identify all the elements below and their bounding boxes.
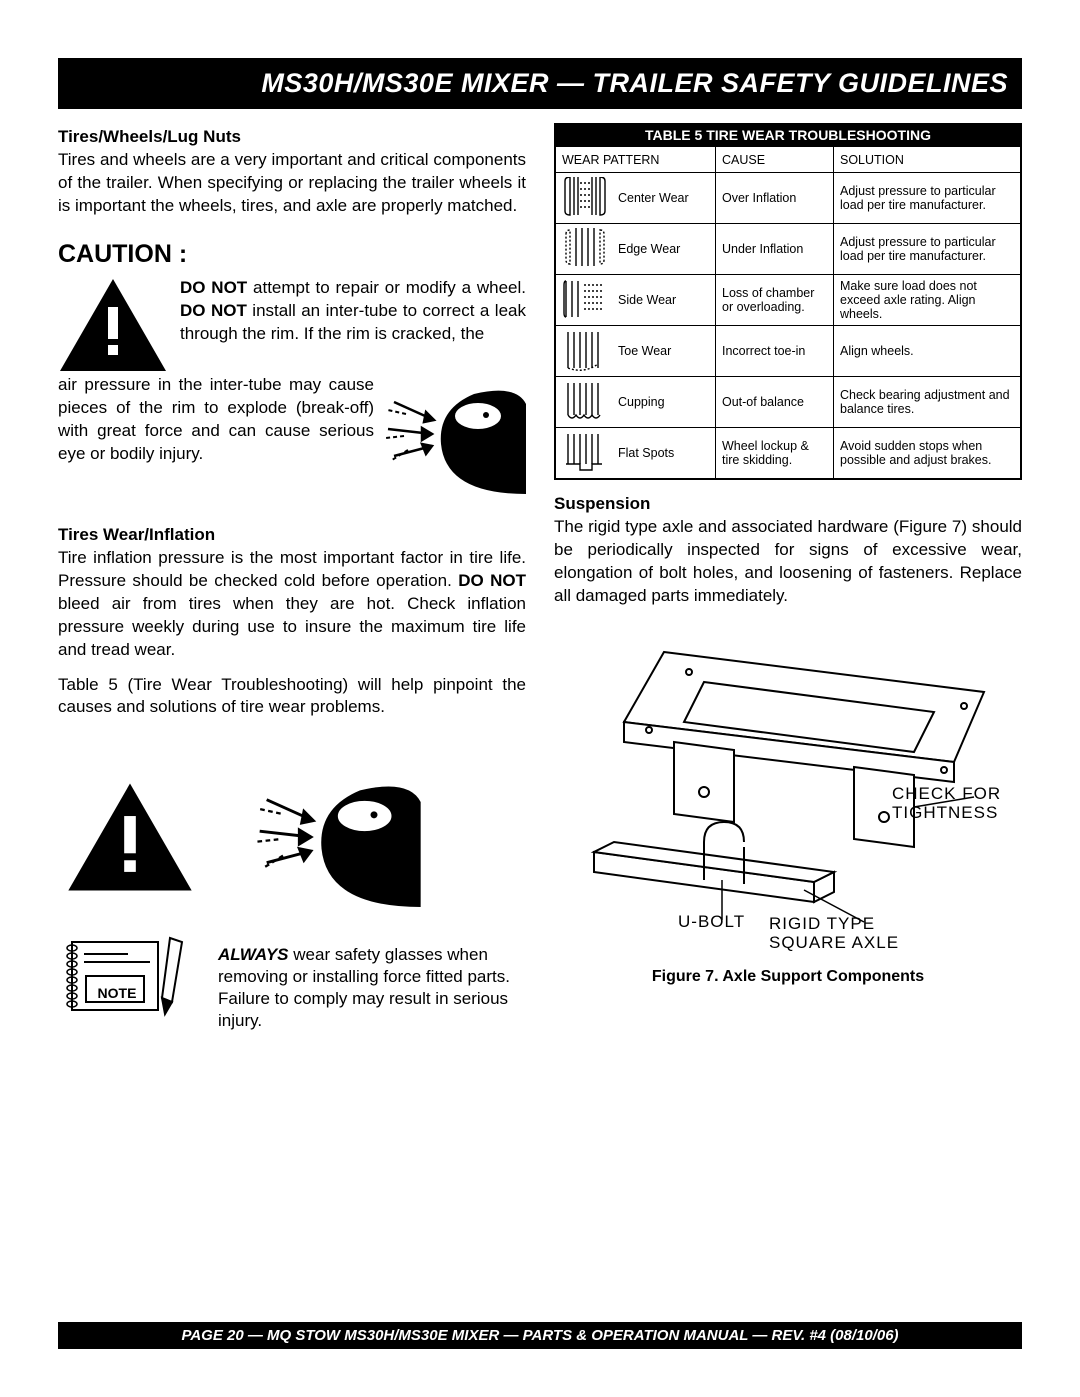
pattern-label: Side Wear [618,293,676,307]
safety-goggles-icon [386,374,526,499]
do-not-1: DO NOT [180,278,247,297]
label-check1: CHECK FOR [892,784,1001,803]
table-title: TABLE 5 TIRE WEAR TROUBLESHOOTING [555,124,1021,146]
caution-heading: CAUTION : [58,240,526,269]
tire-wear-icon [562,330,608,372]
warning-triangle-icon [58,277,168,378]
left-column: Tires/Wheels/Lug Nuts Tires and wheels a… [58,123,526,1043]
cause-cell: Loss of chamber or overloading. [716,275,834,326]
do-not-3: DO NOT [458,571,526,590]
pattern-label: Center Wear [618,191,689,205]
cause-cell: Incorrect toe-in [716,326,834,377]
tire-wear-icon [562,228,608,270]
table-row: Flat Spots Wheel lockup & tire skidding.… [556,428,1021,479]
caution-text-1b: attempt to repair or modify a wheel. [247,278,526,297]
table-header-row: WEAR PATTERN CAUSE SOLUTION [556,147,1021,173]
label-ubolt: U-BOLT [678,912,745,932]
note-text: ALWAYS wear safety glasses when removing… [218,944,526,1032]
notepad-icon: NOTE [58,932,198,1043]
section-suspension-body: The rigid type axle and associated hardw… [554,516,1022,608]
right-column: TABLE 5 TIRE WEAR TROUBLESHOOTING WEAR P… [554,123,1022,1043]
cause-cell: Under Inflation [716,224,834,275]
label-rigid-axle: RIGID TYPE SQUARE AXLE [769,914,899,953]
section-wear-head: Tires Wear/Inflation [58,525,526,545]
footer-bar: PAGE 20 — MQ STOW MS30H/MS30E MIXER — PA… [58,1322,1022,1349]
wear-p1a: Tire inflation pressure is the most impo… [58,548,526,590]
solution-cell: Align wheels. [834,326,1021,377]
label-rigid1: RIGID TYPE [769,914,875,933]
tire-wear-icon [562,381,608,423]
table-header: CAUSE [716,147,834,173]
tire-wear-icon [562,432,608,474]
table-header: SOLUTION [834,147,1021,173]
note-block: NOTE ALWAYS wear safety glasses when rem… [58,932,526,1043]
caution-text-1: DO NOT attempt to repair or modify a whe… [180,277,526,346]
section-tires-head: Tires/Wheels/Lug Nuts [58,127,526,147]
tire-wear-table: TABLE 5 TIRE WEAR TROUBLESHOOTING WEAR P… [554,123,1022,480]
title-bar: MS30H/MS30E MIXER — TRAILER SAFETY GUIDE… [58,58,1022,109]
cause-cell: Out-of balance [716,377,834,428]
section-suspension-head: Suspension [554,494,1022,514]
safety-goggles-icon [254,767,424,912]
caution-block: DO NOT attempt to repair or modify a whe… [58,277,526,499]
note-label: NOTE [92,985,142,1001]
axle-figure: CHECK FOR TIGHTNESS U-BOLT RIGID TYPE SQ… [554,632,1022,962]
solution-cell: Adjust pressure to particular load per t… [834,173,1021,224]
section-wear-p2: Table 5 (Tire Wear Troubleshooting) will… [58,674,526,720]
icon-row [66,767,526,912]
table-row: Cupping Out-of balance Check bearing adj… [556,377,1021,428]
table-header: WEAR PATTERN [556,147,716,173]
label-check-tightness: CHECK FOR TIGHTNESS [892,784,1001,823]
page-columns: Tires/Wheels/Lug Nuts Tires and wheels a… [58,123,1022,1043]
solution-cell: Make sure load does not exceed axle rati… [834,275,1021,326]
figure-caption: Figure 7. Axle Support Components [554,968,1022,986]
caution-text-2: air pressure in the inter-tube may cause… [58,374,374,466]
cause-cell: Wheel lockup & tire skidding. [716,428,834,479]
table-row: Center Wear Over Inflation Adjust pressu… [556,173,1021,224]
always-label: ALWAYS [218,945,289,964]
warning-triangle-icon [66,781,194,898]
pattern-label: Edge Wear [618,242,680,256]
tire-wear-icon [562,177,608,219]
table-row: Edge Wear Under Inflation Adjust pressur… [556,224,1021,275]
solution-cell: Adjust pressure to particular load per t… [834,224,1021,275]
solution-cell: Check bearing adjustment and balance tir… [834,377,1021,428]
do-not-2: DO NOT [180,301,247,320]
solution-cell: Avoid sudden stops when possible and adj… [834,428,1021,479]
section-wear-p1: Tire inflation pressure is the most impo… [58,547,526,662]
pattern-label: Flat Spots [618,446,674,460]
label-rigid2: SQUARE AXLE [769,933,899,952]
section-tires-body: Tires and wheels are a very important an… [58,149,526,218]
table-row: Toe Wear Incorrect toe-in Align wheels. [556,326,1021,377]
pattern-label: Toe Wear [618,344,671,358]
cause-cell: Over Inflation [716,173,834,224]
label-check2: TIGHTNESS [892,803,998,822]
pattern-label: Cupping [618,395,665,409]
tire-wear-icon [562,279,608,321]
table-row: Side Wear Loss of chamber or overloading… [556,275,1021,326]
wear-p1c: bleed air from tires when they are hot. … [58,594,526,659]
